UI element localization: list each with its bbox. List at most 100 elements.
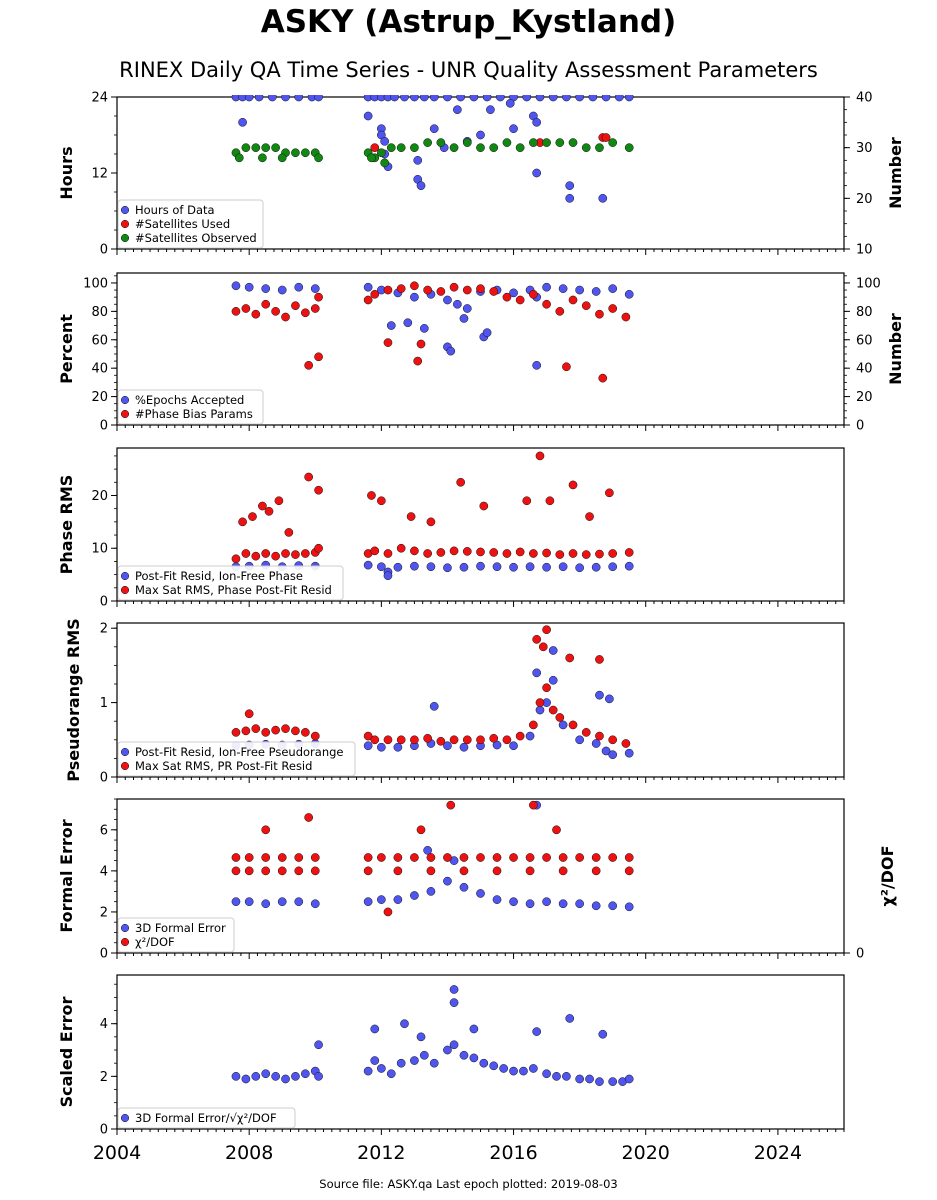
point-red <box>492 853 502 862</box>
point-blue <box>598 1029 608 1039</box>
point-blue <box>363 282 373 292</box>
point-blue <box>575 95 584 102</box>
point-blue <box>231 897 241 907</box>
point-blue <box>509 897 518 907</box>
point-blue <box>459 1050 469 1060</box>
point-red <box>396 735 406 745</box>
point-blue <box>614 95 624 102</box>
point-red <box>314 485 323 495</box>
point-red <box>529 720 538 730</box>
point-blue <box>509 288 518 298</box>
point-blue <box>565 1014 575 1023</box>
point-blue <box>443 876 452 886</box>
point-blue <box>476 889 485 898</box>
point-blue <box>426 887 436 896</box>
point-blue <box>588 95 598 102</box>
point-red <box>608 853 618 862</box>
point-red <box>459 853 469 862</box>
point-blue <box>499 1064 508 1073</box>
point-red <box>555 713 565 722</box>
y-tick-label: 6 <box>100 823 108 838</box>
point-blue <box>410 292 419 302</box>
y-tick-label: 0 <box>100 1123 108 1138</box>
point-red <box>271 307 280 316</box>
point-red <box>383 907 393 917</box>
point-red <box>244 709 254 719</box>
point-red <box>502 292 512 302</box>
point-red <box>241 549 251 558</box>
point-blue <box>548 95 558 102</box>
y-tick-label: 20 <box>91 390 108 405</box>
point-blue <box>419 324 429 333</box>
point-red <box>314 352 323 362</box>
y-axis-label: Formal Error <box>57 819 76 932</box>
point-red <box>591 866 601 876</box>
point-blue <box>400 1019 409 1029</box>
point-red <box>370 289 380 299</box>
y-tick-label: 20 <box>91 489 108 504</box>
point-red <box>598 373 608 383</box>
y-tick-label: 12 <box>91 167 108 182</box>
point-red <box>410 735 419 745</box>
point-blue <box>413 155 423 165</box>
point-blue <box>532 360 542 370</box>
point-blue <box>529 1064 538 1073</box>
point-red <box>605 488 614 498</box>
point-red <box>314 543 323 553</box>
point-red <box>301 308 310 318</box>
point-blue <box>608 284 618 293</box>
point-blue <box>449 1040 459 1050</box>
point-blue <box>449 998 459 1007</box>
point-red <box>261 866 271 876</box>
legend-label: Max Sat RMS, Phase Post-Fit Resid <box>135 583 332 597</box>
point-blue <box>453 105 462 115</box>
point-blue <box>552 1072 561 1081</box>
point-blue <box>535 95 545 102</box>
point-blue <box>443 295 452 305</box>
point-red <box>261 853 271 862</box>
point-blue <box>608 750 618 760</box>
point-blue <box>525 731 535 741</box>
point-red <box>581 728 591 737</box>
point-blue <box>469 1024 479 1034</box>
legend-label: Post-Fit Resid, Ion-Free Phase <box>135 569 303 583</box>
legend-label: #Phase Bias Params <box>135 407 253 421</box>
legend-box <box>117 741 356 777</box>
point-blue <box>386 1069 396 1079</box>
point-blue <box>476 561 485 571</box>
point-blue <box>363 1066 373 1076</box>
point-green <box>377 148 386 158</box>
point-blue <box>363 111 373 121</box>
y-tick-label: 80 <box>91 305 108 320</box>
point-red <box>383 285 393 295</box>
x-tick-label: 2004 <box>93 1142 141 1164</box>
y-tick-label: 60 <box>91 333 108 348</box>
point-blue <box>241 1074 251 1084</box>
point-blue <box>281 95 290 102</box>
point-red <box>370 546 380 556</box>
point-red <box>241 304 251 313</box>
data-points <box>231 800 634 917</box>
point-green <box>449 143 459 153</box>
point-blue <box>261 899 271 909</box>
point-blue <box>624 289 634 299</box>
point-red <box>529 800 538 810</box>
point-red <box>449 735 459 745</box>
point-blue <box>363 560 373 570</box>
point-blue <box>393 562 403 572</box>
point-blue <box>416 181 426 191</box>
point-red <box>522 496 532 506</box>
point-green <box>277 153 287 163</box>
point-blue <box>558 562 568 572</box>
point-red <box>426 866 436 876</box>
point-red <box>410 281 419 291</box>
point-blue <box>271 1072 280 1081</box>
point-blue <box>386 321 396 330</box>
point-red <box>271 725 280 735</box>
point-red <box>492 866 502 876</box>
y-axis-label: Hours <box>57 146 76 199</box>
point-red <box>426 853 436 862</box>
y2-tick-label: 100 <box>856 276 881 291</box>
point-blue <box>525 562 535 572</box>
panel-3: 0 10 20 Phase RMS Post-Fit Resid, Ion-Free P… <box>57 447 845 610</box>
